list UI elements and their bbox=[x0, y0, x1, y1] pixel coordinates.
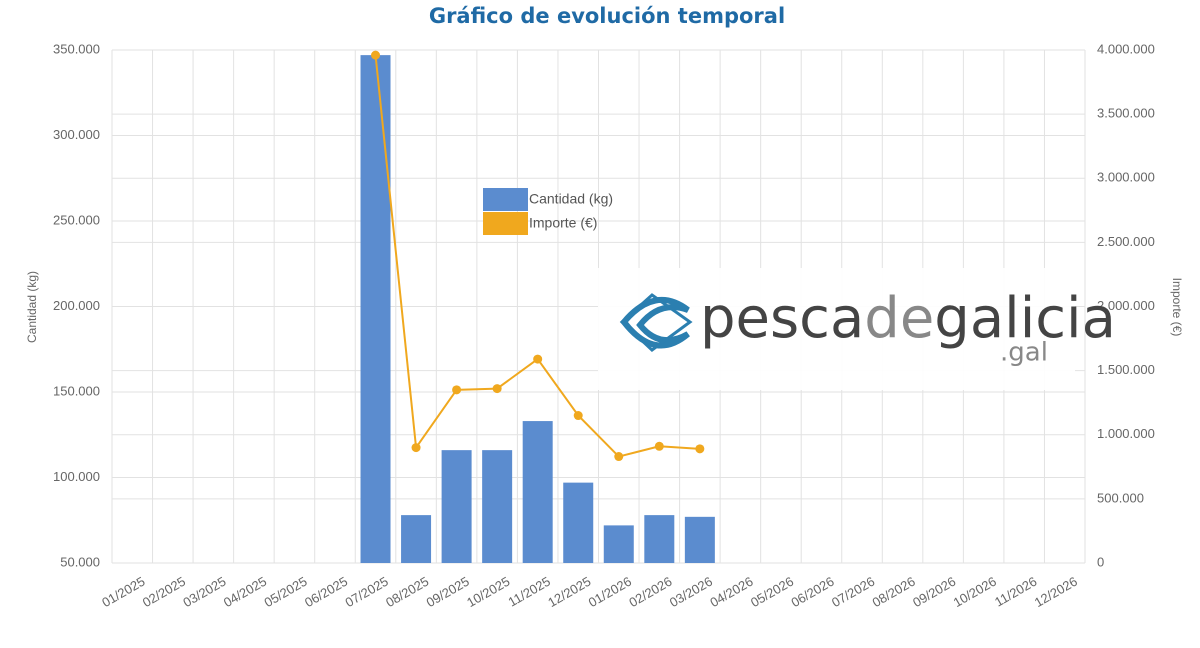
y2-tick-label: 2.000.000 bbox=[1097, 298, 1155, 313]
y-tick-label: 300.000 bbox=[53, 127, 100, 142]
bar bbox=[563, 482, 594, 563]
wm-part: pesca bbox=[700, 286, 864, 351]
y2-tick-label: 3.000.000 bbox=[1097, 170, 1155, 185]
y-axis-title: Cantidad (kg) bbox=[25, 271, 39, 343]
x-tick-label: 08/2026 bbox=[870, 574, 918, 610]
bar bbox=[441, 450, 472, 563]
y2-tick-label: 3.500.000 bbox=[1097, 106, 1155, 121]
x-tick-label: 12/2025 bbox=[545, 574, 593, 610]
line-point bbox=[371, 50, 381, 60]
x-tick-label: 06/2025 bbox=[302, 574, 350, 610]
x-tick-label: 07/2026 bbox=[829, 574, 877, 610]
bar bbox=[644, 515, 675, 563]
x-tick-label: 05/2026 bbox=[748, 574, 796, 610]
x-tick-label: 07/2025 bbox=[343, 574, 391, 610]
bar bbox=[401, 515, 432, 563]
bar bbox=[482, 450, 513, 563]
wm-part: de bbox=[864, 286, 934, 351]
x-tick-label: 11/2026 bbox=[992, 574, 1039, 610]
bar bbox=[603, 525, 634, 563]
y2-tick-label: 0 bbox=[1097, 554, 1104, 569]
y2-tick-label: 1.500.000 bbox=[1097, 362, 1155, 377]
x-tick-label: 12/2026 bbox=[1032, 574, 1080, 610]
line-point bbox=[695, 444, 705, 454]
x-tick-label: 03/2026 bbox=[667, 574, 715, 610]
data bbox=[360, 50, 715, 563]
watermark-bg bbox=[598, 268, 1075, 390]
x-tick-label: 11/2025 bbox=[506, 574, 553, 610]
bar bbox=[684, 516, 715, 563]
y2-axis-title: Importe (€) bbox=[1170, 278, 1184, 337]
x-tick-label: 04/2025 bbox=[221, 574, 269, 610]
legend-swatch[interactable] bbox=[483, 212, 528, 235]
line-point bbox=[614, 452, 624, 462]
line-point bbox=[492, 384, 502, 394]
x-tick-label: 10/2025 bbox=[464, 574, 512, 610]
line bbox=[374, 55, 700, 458]
x-tick-label: 04/2026 bbox=[707, 574, 755, 610]
bar bbox=[522, 421, 553, 563]
y-tick-label: 350.000 bbox=[53, 41, 100, 56]
x-tick-label: 10/2026 bbox=[951, 574, 999, 610]
line-point bbox=[452, 385, 462, 395]
legend-swatch[interactable] bbox=[483, 188, 528, 211]
y2-tick-label: 500.000 bbox=[1097, 490, 1144, 505]
x-tick-label: 01/2026 bbox=[586, 574, 634, 610]
y2-tick-label: 4.000.000 bbox=[1097, 41, 1155, 56]
line-point bbox=[654, 441, 664, 451]
x-tick-label: 09/2025 bbox=[424, 574, 472, 610]
line-point bbox=[573, 411, 583, 421]
watermark-suffix: .gal bbox=[1000, 338, 1048, 368]
y2-tick-label: 1.000.000 bbox=[1097, 426, 1155, 441]
chart-title: Gráfico de evolución temporal bbox=[429, 4, 785, 28]
watermark-text: pescadegalicia bbox=[700, 286, 1116, 351]
x-tick-label: 02/2026 bbox=[626, 574, 674, 610]
x-tick-label: 09/2026 bbox=[910, 574, 958, 610]
watermark-logo bbox=[619, 293, 693, 352]
x-tick-label: 08/2025 bbox=[383, 574, 431, 610]
x-tick-label: 01/2025 bbox=[99, 574, 147, 610]
legend: Cantidad (kg) Importe (€) bbox=[483, 188, 613, 235]
x-tick-label: 03/2025 bbox=[180, 574, 228, 610]
y-tick-label: 250.000 bbox=[53, 212, 100, 227]
y-tick-label: 150.000 bbox=[53, 383, 100, 398]
y-tick-label: 200.000 bbox=[53, 298, 100, 313]
bar bbox=[360, 55, 391, 563]
watermark: pescadegalicia .gal bbox=[598, 268, 1116, 390]
wm-part: galicia bbox=[934, 286, 1116, 351]
x-tick-label: 05/2025 bbox=[261, 574, 309, 610]
legend-label[interactable]: Cantidad (kg) bbox=[529, 191, 613, 207]
y-tick-label: 50.000 bbox=[60, 554, 100, 569]
y-tick-label: 100.000 bbox=[53, 469, 100, 484]
logo-fish bbox=[620, 296, 690, 349]
line-point bbox=[411, 443, 421, 453]
x-tick-label: 02/2025 bbox=[140, 574, 188, 610]
y2-tick-label: 2.500.000 bbox=[1097, 234, 1155, 249]
x-tick-label: 06/2026 bbox=[788, 574, 836, 610]
logo-diamond bbox=[619, 293, 693, 352]
line-point bbox=[533, 354, 543, 364]
legend-label[interactable]: Importe (€) bbox=[529, 215, 597, 231]
